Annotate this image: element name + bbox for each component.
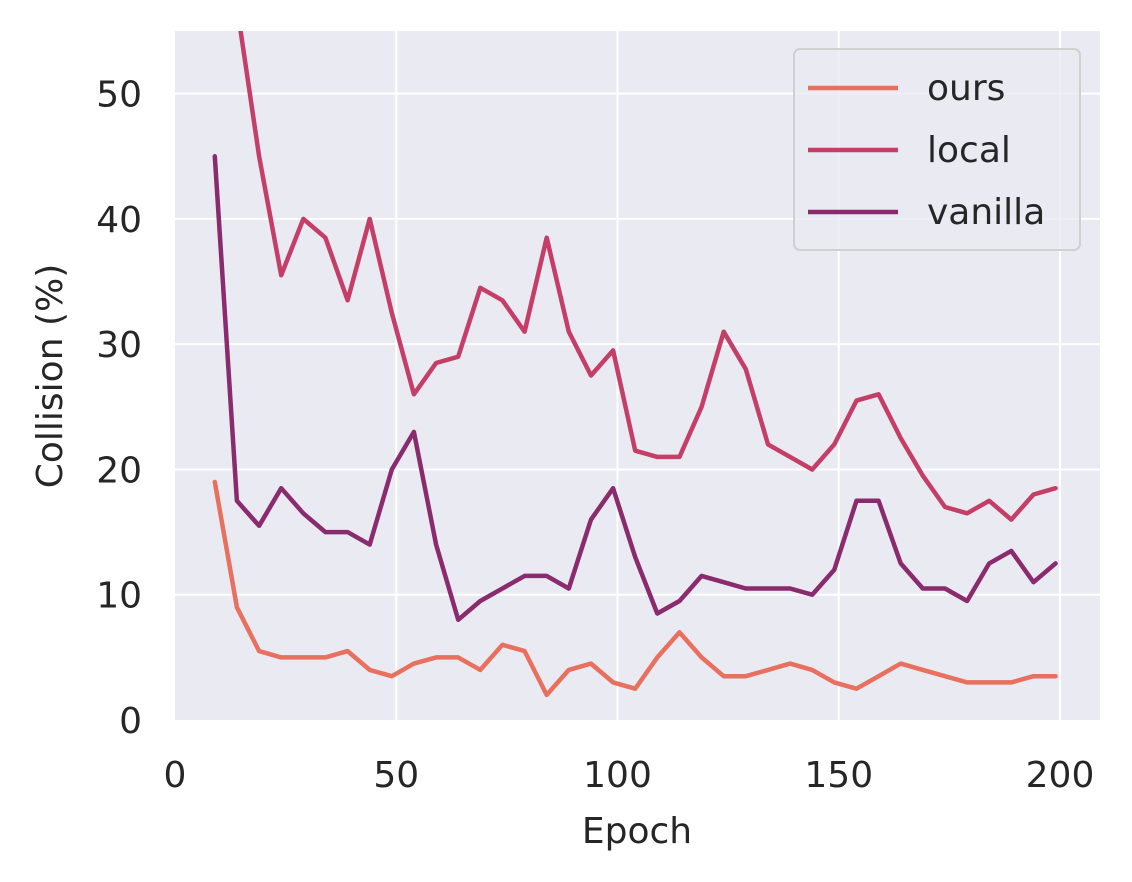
y-tick-label: 30 (96, 325, 142, 366)
legend-label-ours: ours (927, 68, 1005, 109)
x-axis-title: Epoch (582, 811, 692, 852)
series-line-ours (212, 479, 1058, 698)
y-tick-label: 0 (119, 701, 142, 742)
y-tick-label: 40 (96, 200, 142, 241)
y-tick-label: 50 (96, 75, 142, 116)
series-line-local (238, 31, 1058, 522)
legend: ours local vanilla (793, 48, 1081, 251)
x-tick-label: 0 (164, 755, 187, 796)
y-axis-title: Collision (%) (30, 264, 71, 489)
x-tick-label: 100 (583, 755, 652, 796)
tick-labels: 0 50 100 150 200 0 10 20 30 40 50 (96, 75, 1094, 796)
x-tick-label: 150 (804, 755, 873, 796)
legend-label-vanilla: vanilla (927, 192, 1045, 233)
x-tick-label: 200 (1026, 755, 1095, 796)
legend-label-local: local (927, 130, 1011, 171)
legend-box (793, 48, 1081, 251)
y-tick-label: 10 (96, 576, 142, 617)
series-lines (212, 31, 1058, 698)
x-tick-label: 50 (373, 755, 419, 796)
series-line-vanilla (212, 154, 1058, 623)
y-tick-label: 20 (96, 450, 142, 491)
